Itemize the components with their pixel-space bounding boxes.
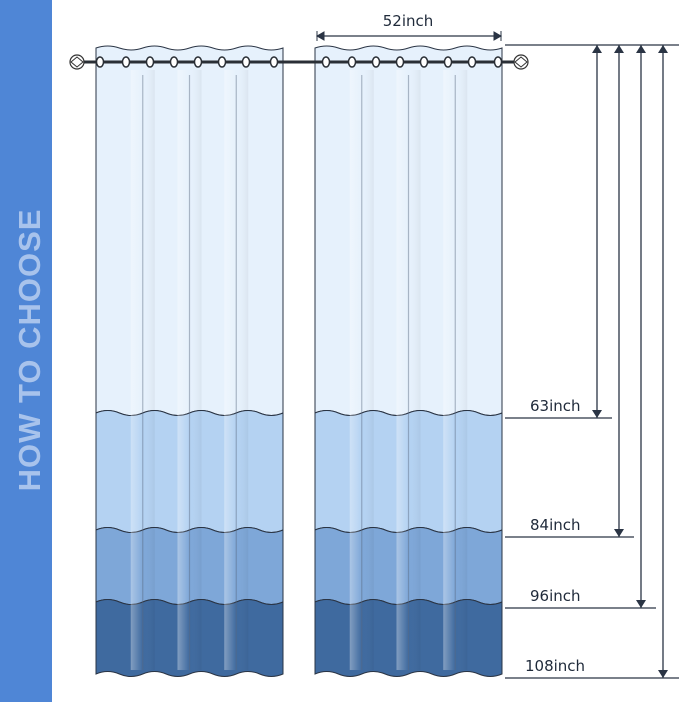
length-label: 63inch [530,397,581,415]
rod-finial-right-icon [513,54,529,70]
curtain-fold-shade [443,70,468,670]
side-bar [0,0,52,702]
width-label: 52inch [383,12,434,30]
curtain-fold-shade [396,70,421,670]
length-label: 108inch [525,657,585,675]
grommet-icon [371,56,381,68]
curtain-fold-shade [224,70,249,670]
length-label: 84inch [530,516,581,534]
grommet-icon [217,56,227,68]
grommet-icon [241,56,251,68]
grommet-icon [321,56,331,68]
grommet-icon [193,56,203,68]
grommet-icon [419,56,429,68]
rod-finial-left-icon [69,54,85,70]
length-label: 96inch [530,587,581,605]
grommet-icon [269,56,279,68]
grommet-icon [493,56,503,68]
grommet-icon [347,56,357,68]
grommet-icon [121,56,131,68]
curtain-panel [314,45,503,677]
grommet-icon [443,56,453,68]
curtain-fold-shade [177,70,202,670]
curtain-panel [95,45,284,677]
grommet-icon [145,56,155,68]
grommet-icon [467,56,477,68]
length-dimension: 96inch [505,45,656,609]
length-dimension: 108inch [505,45,679,679]
grommet-icon [95,56,105,68]
grommet-icon [395,56,405,68]
curtain-fold-shade [349,70,374,670]
length-dimension: 84inch [505,45,634,538]
curtain-fold-shade [130,70,155,670]
side-title: HOW TO CHOOSE [12,209,47,492]
grommet-icon [169,56,179,68]
length-dimension: 63inch [505,45,612,419]
